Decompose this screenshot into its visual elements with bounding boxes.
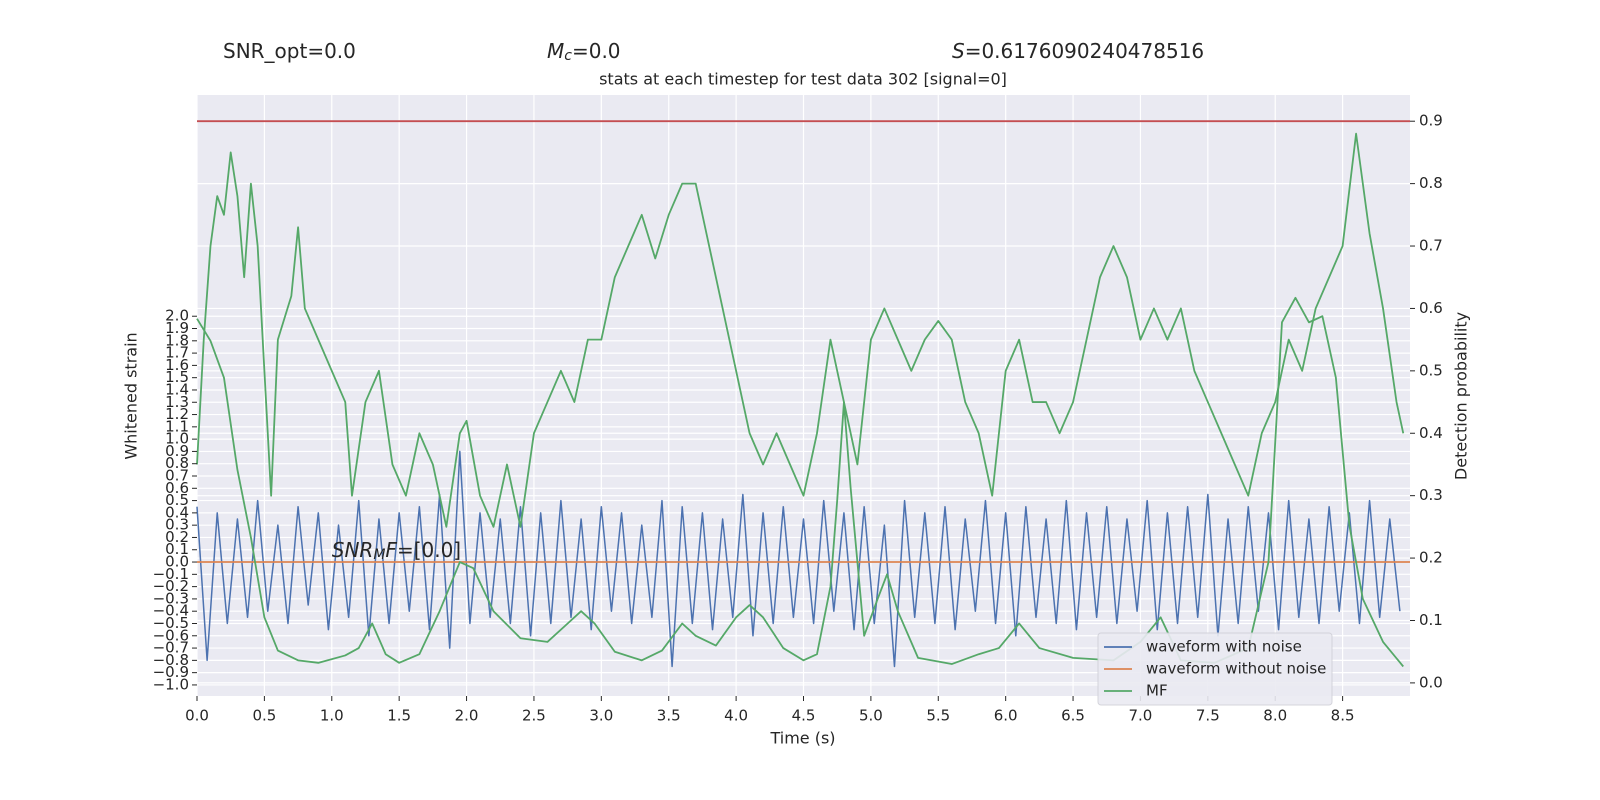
y2-tick-label: 0.8	[1419, 174, 1443, 192]
y-tick-label: 1.0	[165, 430, 189, 448]
y2-tick-label: 0.0	[1419, 673, 1443, 691]
y-tick-label: −0.1	[153, 565, 189, 583]
x-tick-label: 3.5	[657, 707, 681, 725]
y-tick-label: −0.6	[153, 626, 189, 644]
y-tick-label: −0.2	[153, 577, 189, 595]
chart-title: stats at each timestep for test data 302…	[599, 70, 1007, 89]
label-text: SNR_opt=0.0	[223, 39, 356, 63]
label-symbol: c	[564, 48, 572, 64]
y-tick-label: 0.5	[165, 491, 189, 509]
x-tick-label: 4.5	[792, 707, 816, 725]
y2-tick-label: 0.3	[1419, 486, 1443, 504]
y-tick-label: −0.4	[153, 602, 189, 620]
label-symbol: SNR	[332, 537, 374, 561]
series-line	[196, 450, 1401, 668]
y2-tick-label: 0.4	[1419, 424, 1443, 442]
label-symbol: M	[547, 39, 564, 63]
x-tick-label: 3.0	[589, 707, 613, 725]
y-tick-label: 1.9	[165, 319, 189, 337]
x-tick-label: 0.0	[185, 707, 209, 725]
header-label: Mc=0.0	[547, 39, 621, 64]
x-tick-label: 2.0	[455, 707, 479, 725]
x-tick-label: 8.5	[1331, 707, 1355, 725]
y-tick-label: 1.4	[165, 380, 189, 398]
label-symbol: S	[952, 39, 965, 63]
legend-label: MF	[1146, 682, 1168, 700]
y-tick-label: −0.9	[153, 663, 189, 681]
y-tick-label: 1.7	[165, 344, 189, 362]
y2-tick-label: 0.5	[1419, 361, 1443, 379]
x-tick-label: 7.0	[1129, 707, 1153, 725]
legend-box	[1097, 632, 1333, 706]
label-text: =0.6176090240478516	[965, 39, 1204, 63]
header-label: S=0.6176090240478516	[952, 39, 1204, 63]
y-tick-label: 1.3	[165, 393, 189, 411]
legend-label: waveform with noise	[1146, 638, 1302, 656]
x-tick-label: 1.0	[320, 707, 344, 725]
label-text: =0.0	[572, 39, 621, 63]
header-label: SNR_opt=0.0	[223, 39, 356, 63]
y-tick-label: 1.5	[165, 368, 189, 386]
y-tick-label: 0.4	[165, 503, 189, 521]
x-axis-label: Time (s)	[769, 729, 835, 748]
y2-tick-label: 0.1	[1419, 611, 1443, 629]
x-tick-label: 7.5	[1196, 707, 1220, 725]
y-tick-label: 0.1	[165, 540, 189, 558]
y-tick-label: 0.6	[165, 479, 189, 497]
y-tick-label: 0.9	[165, 442, 189, 460]
x-tick-label: 2.5	[522, 707, 546, 725]
y2-axis-label: Detection probability	[1452, 312, 1471, 480]
label-symbol: F	[385, 537, 397, 561]
x-tick-label: 8.0	[1263, 707, 1287, 725]
x-tick-label: 6.5	[1061, 707, 1085, 725]
y-tick-label: 1.2	[165, 405, 189, 423]
annotation: SNRMF=[0.0]	[332, 537, 461, 562]
x-tick-label: 6.0	[994, 707, 1018, 725]
label-text: =[0.0]	[397, 537, 461, 561]
x-tick-label: 5.0	[859, 707, 883, 725]
label-symbol: M	[373, 546, 385, 562]
y-tick-label: −0.5	[153, 614, 189, 632]
y2-tick-label: 0.7	[1419, 237, 1443, 255]
y-tick-label: −0.8	[153, 651, 189, 669]
x-tick-label: 4.0	[724, 707, 748, 725]
legend-label: waveform without noise	[1146, 660, 1326, 678]
y-tick-label: 1.6	[165, 356, 189, 374]
y-tick-label: 0.0	[165, 553, 189, 571]
y-tick-label: −1.0	[153, 675, 189, 693]
x-tick-label: 5.5	[926, 707, 950, 725]
series-line	[196, 132, 1405, 528]
y-tick-label: 0.3	[165, 516, 189, 534]
y2-tick-label: 0.9	[1419, 112, 1443, 130]
x-tick-label: 1.5	[387, 707, 411, 725]
legend: waveform with noise waveform without nois…	[1097, 632, 1333, 706]
y-tick-label: 2.0	[165, 307, 189, 325]
y-tick-label: 0.8	[165, 454, 189, 472]
x-tick-label: 0.5	[252, 707, 276, 725]
y-tick-label: 1.1	[165, 417, 189, 435]
y-tick-label: −0.7	[153, 639, 189, 657]
y-tick-label: 0.2	[165, 528, 189, 546]
y2-tick-label: 0.6	[1419, 299, 1443, 317]
y-tick-label: −0.3	[153, 589, 189, 607]
y2-tick-label: 0.2	[1419, 549, 1443, 567]
y-tick-label: 1.8	[165, 331, 189, 349]
y-axis-label: Whitened strain	[122, 332, 141, 459]
y-tick-label: 0.7	[165, 467, 189, 485]
